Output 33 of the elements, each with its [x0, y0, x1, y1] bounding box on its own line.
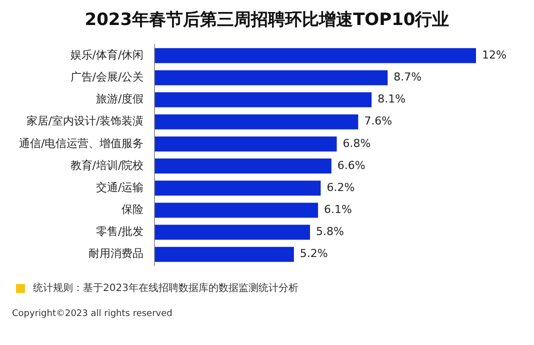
bar: [154, 114, 358, 130]
bar: [154, 70, 388, 86]
bar: [154, 246, 294, 262]
data-label: 7.6%: [364, 114, 392, 128]
bar: [154, 224, 310, 240]
bar: [154, 202, 318, 218]
y-tick-label: 通信/电信运营、增值服务: [18, 136, 144, 150]
data-label: 5.2%: [300, 247, 328, 260]
bar: [154, 92, 372, 108]
data-label: 12%: [482, 48, 506, 62]
bar: [154, 136, 337, 152]
y-tick-label: 耐用消费品: [88, 247, 144, 260]
bar: [154, 180, 321, 196]
data-label: 6.2%: [326, 180, 355, 194]
data-label: 6.8%: [342, 136, 371, 150]
text: Copyright©2023 all rights reserved: [12, 309, 172, 319]
y-tick-label: 广告/会展/公关: [70, 70, 144, 84]
data-label: 8.1%: [378, 92, 406, 106]
y-tick-label: 交通/运输: [96, 180, 144, 194]
y-tick-label: 保险: [122, 203, 144, 216]
text: 统计规则：基于2023年在线招聘数据库的数据监测统计分析: [33, 282, 298, 295]
chart-title: 2023年春节后第三周招聘环比增速TOP10行业: [84, 9, 450, 31]
bar: [154, 158, 332, 174]
data-label: 6.6%: [337, 158, 366, 172]
y-tick-label: 娱乐/体育/休闲: [70, 48, 144, 62]
y-tick-label: 家居/室内设计/装饰装潢: [26, 114, 144, 128]
data-label: 5.8%: [316, 225, 344, 238]
y-tick-label: 旅游/度假: [96, 92, 144, 106]
y-tick-label: 教育/培训/院校: [70, 158, 144, 172]
data-label: 6.1%: [324, 203, 352, 216]
data-label: 8.7%: [394, 70, 422, 84]
y-tick-label: 零售/批发: [96, 225, 144, 238]
bar: [154, 48, 476, 64]
